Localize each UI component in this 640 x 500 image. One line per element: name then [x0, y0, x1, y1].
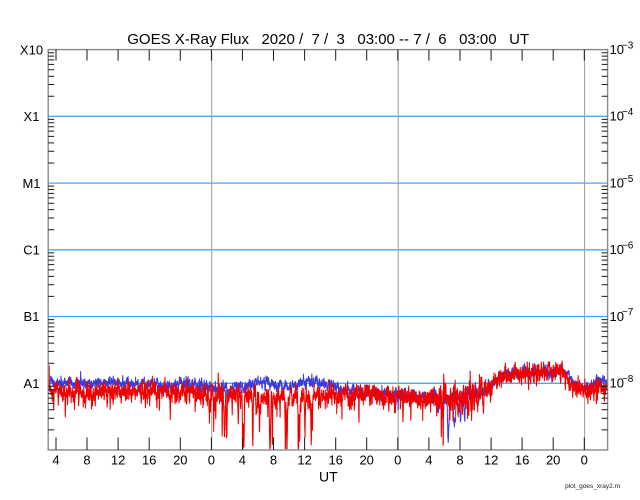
svg-text:20: 20 [173, 453, 187, 468]
svg-text:20: 20 [359, 453, 373, 468]
svg-text:plot_goes_xray2.m: plot_goes_xray2.m [565, 483, 620, 490]
svg-text:8: 8 [270, 453, 277, 468]
svg-text:4: 4 [52, 453, 59, 468]
svg-text:20: 20 [546, 453, 560, 468]
svg-text:M1: M1 [22, 176, 40, 191]
svg-text:UT: UT [319, 468, 338, 484]
svg-text:0: 0 [581, 453, 588, 468]
svg-text:4: 4 [239, 453, 246, 468]
svg-text:0: 0 [394, 453, 401, 468]
svg-text:B1: B1 [24, 309, 40, 324]
svg-text:A1: A1 [24, 376, 40, 391]
svg-text:GOES X-Ray Flux 2020 / 7 /: GOES X-Ray Flux 2020 / 7 / 3 03:00 -- 7 … [127, 31, 529, 48]
svg-text:4: 4 [425, 453, 432, 468]
svg-text:16: 16 [142, 453, 156, 468]
svg-text:12: 12 [484, 453, 498, 468]
svg-text:16: 16 [515, 453, 529, 468]
svg-text:X10: X10 [20, 42, 43, 57]
svg-text:12: 12 [297, 453, 311, 468]
svg-text:8: 8 [456, 453, 463, 468]
svg-text:12: 12 [111, 453, 125, 468]
svg-text:C1: C1 [23, 243, 40, 258]
svg-text:8: 8 [83, 453, 90, 468]
svg-text:X1: X1 [24, 109, 40, 124]
svg-text:16: 16 [328, 453, 342, 468]
svg-text:0: 0 [208, 453, 215, 468]
